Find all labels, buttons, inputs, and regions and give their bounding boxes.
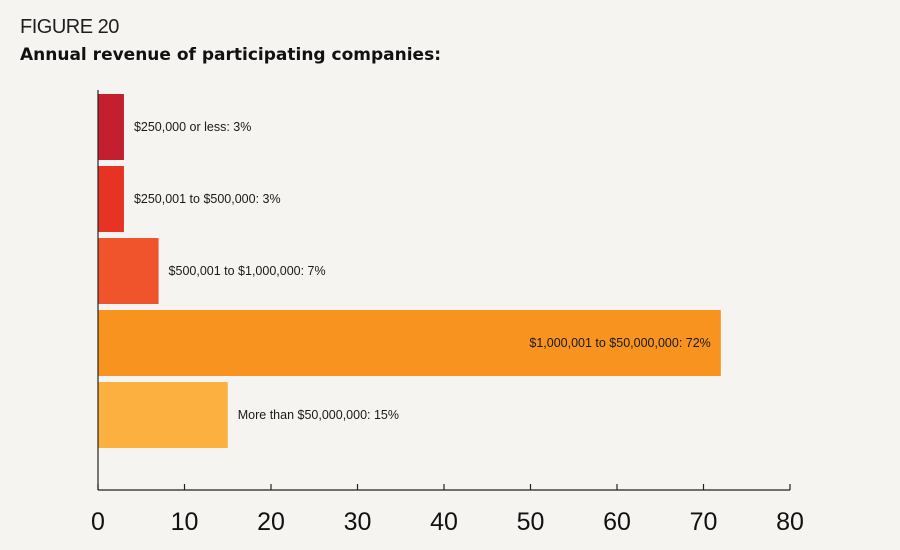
x-tick-label-80: 80 (776, 508, 804, 536)
bars-group: $250,000 or less: 3% $250,001 to $500,000… (98, 94, 721, 448)
x-tick-label-0: 0 (91, 508, 105, 536)
bar-label-1: $250,001 to $500,000: 3% (134, 192, 281, 206)
bar-label-0: $250,000 or less: 3% (134, 120, 251, 134)
axes-group: 0 10 20 30 40 50 60 70 80 (91, 90, 804, 536)
bar-4 (98, 382, 228, 448)
x-tick-label-20: 20 (257, 508, 285, 536)
bar-2 (98, 238, 159, 304)
figure-label: FIGURE 20 (20, 16, 119, 38)
x-tick-label-30: 30 (344, 508, 372, 536)
bar-label-2: $500,001 to $1,000,000: 7% (169, 264, 326, 278)
bar-1 (98, 166, 124, 232)
x-tick-label-10: 10 (171, 508, 199, 536)
bar-label-3: $1,000,001 to $50,000,000: 72% (529, 336, 710, 350)
bar-label-4: More than $50,000,000: 15% (238, 408, 399, 422)
bar-3 (98, 310, 721, 376)
chart-title: Annual revenue of participating companie… (20, 45, 442, 65)
bar-0 (98, 94, 124, 160)
x-tick-label-40: 40 (430, 508, 458, 536)
x-tick-label-50: 50 (517, 508, 545, 536)
x-tick-label-70: 70 (690, 508, 718, 536)
x-tick-label-60: 60 (603, 508, 631, 536)
